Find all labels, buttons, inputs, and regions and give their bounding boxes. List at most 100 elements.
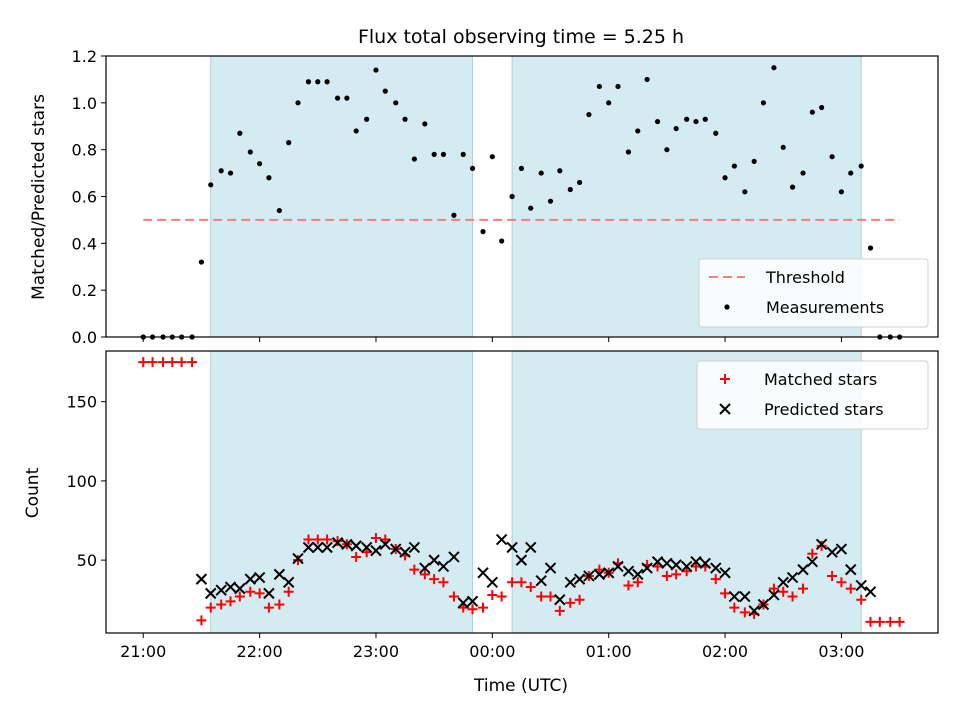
data-point xyxy=(273,568,286,581)
data-point xyxy=(360,541,373,554)
data-point xyxy=(478,602,489,613)
data-point xyxy=(654,118,661,125)
bottom-y-axis-label: Count xyxy=(23,467,43,518)
data-point xyxy=(266,175,272,181)
data-point xyxy=(208,182,214,188)
data-point xyxy=(331,536,344,549)
data-point xyxy=(780,144,786,150)
data-point xyxy=(661,570,672,581)
data-point xyxy=(545,591,556,602)
data-point xyxy=(263,587,275,600)
data-point xyxy=(158,357,169,368)
data-point xyxy=(836,577,847,588)
data-point xyxy=(225,596,236,607)
data-point xyxy=(276,207,282,214)
data-point xyxy=(760,100,767,106)
data-point xyxy=(722,175,728,181)
data-point xyxy=(457,597,469,609)
data-point xyxy=(635,128,641,134)
data-point xyxy=(370,532,381,543)
data-point xyxy=(594,564,605,575)
data-point xyxy=(739,590,751,603)
data-point xyxy=(257,161,263,167)
data-point xyxy=(865,616,876,627)
data-point xyxy=(234,582,246,595)
data-point xyxy=(742,189,748,195)
data-point xyxy=(596,83,602,90)
data-point xyxy=(428,554,440,566)
data-point xyxy=(247,149,253,155)
y-tick-label: 1.0 xyxy=(72,94,97,113)
data-point xyxy=(390,543,402,555)
data-point xyxy=(644,76,650,83)
y-tick-label: 0.8 xyxy=(72,141,97,160)
data-point xyxy=(845,563,857,576)
data-point xyxy=(195,573,208,585)
data-point xyxy=(757,598,770,611)
data-point xyxy=(431,151,437,157)
data-point xyxy=(324,79,330,85)
x-tick-label: 00:00 xyxy=(469,642,515,661)
data-point xyxy=(411,156,417,162)
data-point xyxy=(477,567,489,579)
data-point xyxy=(874,616,885,627)
data-point xyxy=(525,582,536,593)
top-y-axis-label: Matched/Predicted stars xyxy=(29,94,49,300)
data-point xyxy=(632,577,643,588)
legend-swatch xyxy=(719,403,731,415)
data-point xyxy=(295,100,301,106)
data-point xyxy=(729,602,740,613)
data-point xyxy=(641,562,653,574)
data-point xyxy=(402,116,408,122)
data-point xyxy=(806,556,819,568)
data-point xyxy=(713,130,719,136)
data-point xyxy=(302,541,315,554)
data-point xyxy=(419,562,431,574)
data-point xyxy=(719,567,731,579)
data-point xyxy=(480,229,486,235)
data-point xyxy=(894,616,905,627)
data-point xyxy=(816,540,827,551)
data-point xyxy=(466,595,479,608)
legend-swatch xyxy=(724,304,730,310)
data-point xyxy=(681,566,692,577)
data-point xyxy=(495,533,508,546)
data-point xyxy=(661,557,673,569)
data-point xyxy=(334,95,341,101)
data-point xyxy=(293,555,303,566)
bottom-series-predicted-stars xyxy=(195,533,877,617)
data-point xyxy=(815,538,828,550)
y-tick-label: 1.2 xyxy=(72,47,97,66)
data-point xyxy=(564,576,576,589)
data-point xyxy=(245,586,256,597)
data-point xyxy=(602,567,615,579)
data-point xyxy=(393,100,399,106)
data-point xyxy=(451,212,457,218)
y-tick-label: 0.4 xyxy=(72,234,97,253)
data-point xyxy=(506,541,518,554)
data-point xyxy=(205,602,216,613)
legend-box xyxy=(696,360,929,430)
bottom-axes-frame xyxy=(105,350,939,634)
legend-label: Threshold xyxy=(765,268,845,287)
bottom-series-matched-stars xyxy=(138,357,905,627)
data-point xyxy=(606,100,612,106)
data-point xyxy=(625,149,632,155)
data-point xyxy=(845,583,856,594)
data-point xyxy=(710,562,722,574)
data-point xyxy=(798,583,809,594)
data-point xyxy=(422,121,428,127)
data-point xyxy=(536,591,547,602)
y-tick-label: 0.6 xyxy=(72,188,97,207)
data-point xyxy=(751,158,757,164)
data-point xyxy=(731,163,737,169)
data-point xyxy=(535,575,547,587)
data-point xyxy=(218,168,224,174)
data-point xyxy=(768,589,780,601)
data-point xyxy=(574,594,585,605)
data-point xyxy=(864,586,877,598)
y-tick-label: 150 xyxy=(66,393,97,412)
data-point xyxy=(583,570,595,582)
data-point xyxy=(518,165,525,171)
